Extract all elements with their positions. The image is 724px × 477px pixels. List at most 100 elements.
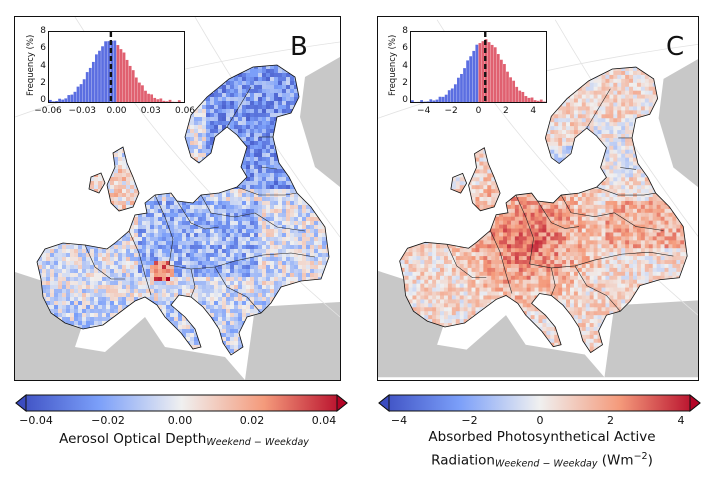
map-cell <box>46 149 51 154</box>
map-cell <box>246 129 251 134</box>
map-cell <box>286 177 291 182</box>
map-cell <box>282 289 287 294</box>
map-cell <box>330 277 334 281</box>
map-cell <box>62 137 67 142</box>
map-cell <box>262 265 267 270</box>
map-cell <box>150 173 155 178</box>
map-cell <box>86 225 91 230</box>
map-cell <box>210 201 215 206</box>
map-cell <box>230 277 235 282</box>
map-cell <box>102 221 107 226</box>
map-cell <box>262 237 267 242</box>
map-cell <box>226 133 231 138</box>
map-cell <box>74 281 79 286</box>
map-cell <box>182 189 187 194</box>
map-cell <box>334 201 338 205</box>
map-cell <box>194 109 199 114</box>
map-cell <box>86 137 91 142</box>
map-cell <box>286 201 291 206</box>
map-cell <box>130 297 135 302</box>
map-cell <box>142 217 147 222</box>
map-cell <box>202 117 207 122</box>
map-cell <box>162 113 167 118</box>
map-cell <box>158 301 163 306</box>
map-cell <box>62 189 67 194</box>
map-cell <box>146 285 151 290</box>
map-cell <box>90 245 95 250</box>
map-cell <box>250 105 255 110</box>
map-cell <box>198 173 203 178</box>
map-cell <box>66 261 71 266</box>
map-cell <box>258 97 263 102</box>
map-cell <box>266 273 271 278</box>
map-cell <box>150 237 155 242</box>
map-cell <box>258 129 263 134</box>
map-cell <box>254 197 259 202</box>
map-cell <box>154 197 159 202</box>
map-cell <box>138 265 143 270</box>
map-cell <box>134 221 139 226</box>
map-cell <box>94 157 99 162</box>
map-cell <box>62 185 67 190</box>
map-cell <box>318 57 322 61</box>
map-cell <box>298 85 303 90</box>
map-cell <box>130 265 135 270</box>
map-cell <box>198 249 203 254</box>
map-cell <box>246 113 251 118</box>
map-cell <box>214 265 219 270</box>
map-cell <box>270 237 275 242</box>
map-cell <box>106 121 111 126</box>
map-cell <box>194 277 199 282</box>
map-cell <box>102 293 107 298</box>
map-cell <box>270 213 275 218</box>
map-cell <box>78 181 83 186</box>
map-cell <box>234 213 239 218</box>
map-cell <box>46 117 51 122</box>
map-cell <box>126 117 131 122</box>
map-cell <box>194 165 199 170</box>
map-cell <box>74 269 79 274</box>
map-cell <box>310 265 315 270</box>
map-cell <box>158 201 163 206</box>
map-cell <box>242 77 247 82</box>
map-cell <box>210 113 215 118</box>
map-cell <box>266 93 271 98</box>
map-cell <box>242 65 247 66</box>
map-cell <box>130 181 135 186</box>
map-cell <box>294 217 299 222</box>
map-cell <box>290 81 295 86</box>
map-cell <box>142 165 147 170</box>
map-cell <box>186 229 191 234</box>
map-cell <box>278 177 283 182</box>
map-cell <box>230 85 235 90</box>
map-cell <box>126 289 131 294</box>
map-cell <box>254 237 259 242</box>
map-cell <box>238 221 243 226</box>
map-cell <box>238 205 243 210</box>
map-cell <box>270 257 275 262</box>
map-cell <box>37 229 39 234</box>
map-cell <box>286 109 291 114</box>
map-cell <box>314 185 319 190</box>
map-cell <box>214 101 219 106</box>
map-cell <box>78 225 83 230</box>
map-cell <box>170 245 175 250</box>
map-cell <box>258 85 263 90</box>
map-cell <box>254 301 259 306</box>
map-cell <box>154 249 159 254</box>
map-cell <box>226 193 231 198</box>
map-cell <box>210 173 215 178</box>
map-cell <box>194 141 199 146</box>
map-cell <box>42 153 47 158</box>
map-cell <box>278 145 283 150</box>
map-cell <box>54 137 59 142</box>
map-cell <box>206 57 210 61</box>
map-cell <box>54 265 59 270</box>
map-cell <box>42 233 47 238</box>
map-cell <box>282 81 287 86</box>
map-cell <box>186 249 191 254</box>
map-cell <box>138 137 143 142</box>
map-cell <box>262 77 267 82</box>
map-cell <box>90 137 95 142</box>
map-cell <box>294 229 299 234</box>
